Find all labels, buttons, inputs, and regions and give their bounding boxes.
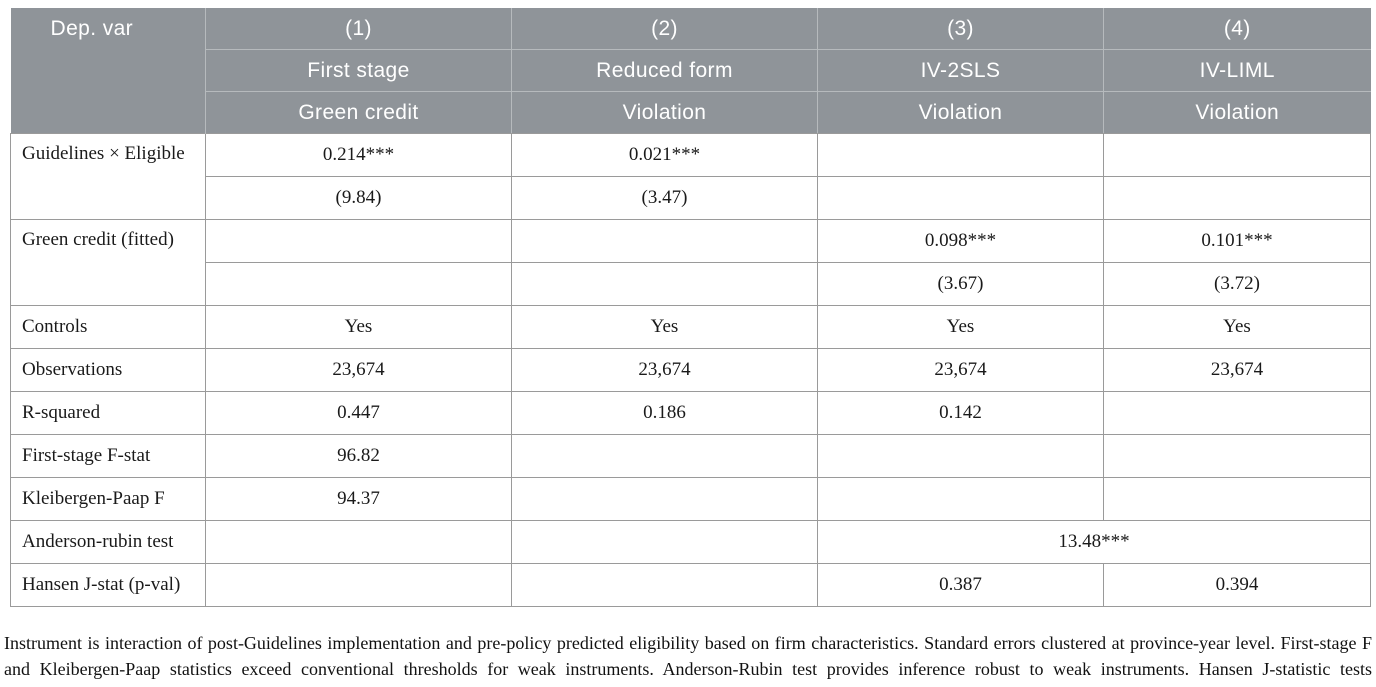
value-cell xyxy=(1103,133,1371,177)
value-cell: 94.37 xyxy=(205,477,512,521)
value-cell: 0.214*** xyxy=(205,133,512,177)
value-cell xyxy=(511,520,818,564)
table-row-hansen-j: Hansen J-stat (p-val) 0.387 0.394 xyxy=(10,563,1371,607)
header-col-number-1: (1) xyxy=(205,8,512,50)
value-cell: 0.186 xyxy=(511,391,818,435)
row-label-green-credit-fitted: Green credit (fitted) xyxy=(10,219,206,306)
value-cell xyxy=(1103,477,1371,521)
value-cell xyxy=(817,176,1104,220)
value-cell: (3.67) xyxy=(817,262,1104,306)
header-col-depvar-3: Violation xyxy=(817,91,1104,134)
row-label-guidelines-eligible: Guidelines × Eligible xyxy=(10,133,206,220)
header-col-depvar-2: Violation xyxy=(511,91,818,134)
header-col-number-2: (2) xyxy=(511,8,818,50)
value-cell xyxy=(817,477,1104,521)
header-row-models: First stage Reduced form IV-2SLS IV-LIML xyxy=(11,49,1371,92)
row-label-kleibergen-paap-f: Kleibergen-Paap F xyxy=(10,477,206,521)
value-cell: 96.82 xyxy=(205,434,512,478)
header-dep-var: Dep. var xyxy=(10,8,206,134)
table-header: Dep. var (1) (2) (3) (4) First stage Red… xyxy=(10,8,1371,134)
row-label-controls: Controls xyxy=(10,305,206,349)
value-cell: Yes xyxy=(817,305,1104,349)
table-footnote: Instrument is interaction of post-Guidel… xyxy=(4,633,1372,687)
table-row-guidelines-tstat: (9.84) (3.47) xyxy=(11,176,1371,220)
header-col-number-4: (4) xyxy=(1103,8,1371,50)
value-cell: 0.394 xyxy=(1103,563,1371,607)
value-cell: 23,674 xyxy=(205,348,512,392)
header-col-depvar-4: Violation xyxy=(1103,91,1371,134)
iv-regression-table: Dep. var (1) (2) (3) (4) First stage Red… xyxy=(10,8,1371,607)
value-cell xyxy=(1103,434,1371,478)
header-col-model-1: First stage xyxy=(205,49,512,92)
table-body: Guidelines × Eligible 0.214*** 0.021*** … xyxy=(10,133,1371,607)
value-cell: (3.47) xyxy=(511,176,818,220)
header-row-depvars: Green credit Violation Violation Violati… xyxy=(11,91,1371,134)
table-row-first-stage-f: First-stage F-stat 96.82 xyxy=(10,434,1371,478)
value-cell xyxy=(511,434,818,478)
value-cell xyxy=(511,219,818,263)
header-col-number-3: (3) xyxy=(817,8,1104,50)
value-cell: 0.387 xyxy=(817,563,1104,607)
value-cell xyxy=(817,133,1104,177)
value-cell: 23,674 xyxy=(511,348,818,392)
header-col-model-3: IV-2SLS xyxy=(817,49,1104,92)
value-cell xyxy=(205,219,512,263)
value-cell: (3.72) xyxy=(1103,262,1371,306)
value-cell xyxy=(205,520,512,564)
header-col-depvar-1: Green credit xyxy=(205,91,512,134)
header-col-model-2: Reduced form xyxy=(511,49,818,92)
value-cell: 0.098*** xyxy=(817,219,1104,263)
header-col-model-4: IV-LIML xyxy=(1103,49,1371,92)
table-row-greencredit-tstat: (3.67) (3.72) xyxy=(11,262,1371,306)
value-cell: 0.142 xyxy=(817,391,1104,435)
row-label-hansen-jstat: Hansen J-stat (p-val) xyxy=(10,563,206,607)
value-cell xyxy=(205,262,512,306)
table-row-kleibergen-paap: Kleibergen-Paap F 94.37 xyxy=(10,477,1371,521)
value-cell xyxy=(1103,391,1371,435)
table-row-rsquared: R-squared 0.447 0.186 0.142 xyxy=(10,391,1371,435)
value-cell: 23,674 xyxy=(817,348,1104,392)
value-cell: (9.84) xyxy=(205,176,512,220)
table-row-anderson-rubin: Anderson-rubin test 13.48*** xyxy=(10,520,1371,564)
row-label-anderson-rubin: Anderson-rubin test xyxy=(10,520,206,564)
value-cell xyxy=(1103,176,1371,220)
value-cell: 0.447 xyxy=(205,391,512,435)
value-cell: 0.101*** xyxy=(1103,219,1371,263)
value-cell: 0.021*** xyxy=(511,133,818,177)
value-cell xyxy=(511,477,818,521)
value-cell: Yes xyxy=(1103,305,1371,349)
row-label-observations: Observations xyxy=(10,348,206,392)
value-cell: Yes xyxy=(205,305,512,349)
table-row-controls: Controls Yes Yes Yes Yes xyxy=(10,305,1371,349)
table-row-observations: Observations 23,674 23,674 23,674 23,674 xyxy=(10,348,1371,392)
value-cell: 23,674 xyxy=(1103,348,1371,392)
row-label-first-stage-fstat: First-stage F-stat xyxy=(10,434,206,478)
header-row-numbers: Dep. var (1) (2) (3) (4) xyxy=(10,8,1371,134)
value-cell: Yes xyxy=(511,305,818,349)
value-cell xyxy=(511,563,818,607)
table-row-guidelines-coef: Guidelines × Eligible 0.214*** 0.021*** xyxy=(10,133,1371,220)
value-cell-anderson-rubin-span: 13.48*** xyxy=(817,520,1371,564)
value-cell xyxy=(511,262,818,306)
value-cell xyxy=(205,563,512,607)
value-cell xyxy=(817,434,1104,478)
row-label-rsquared: R-squared xyxy=(10,391,206,435)
table-row-greencredit-coef: Green credit (fitted) 0.098*** 0.101*** xyxy=(10,219,1371,306)
